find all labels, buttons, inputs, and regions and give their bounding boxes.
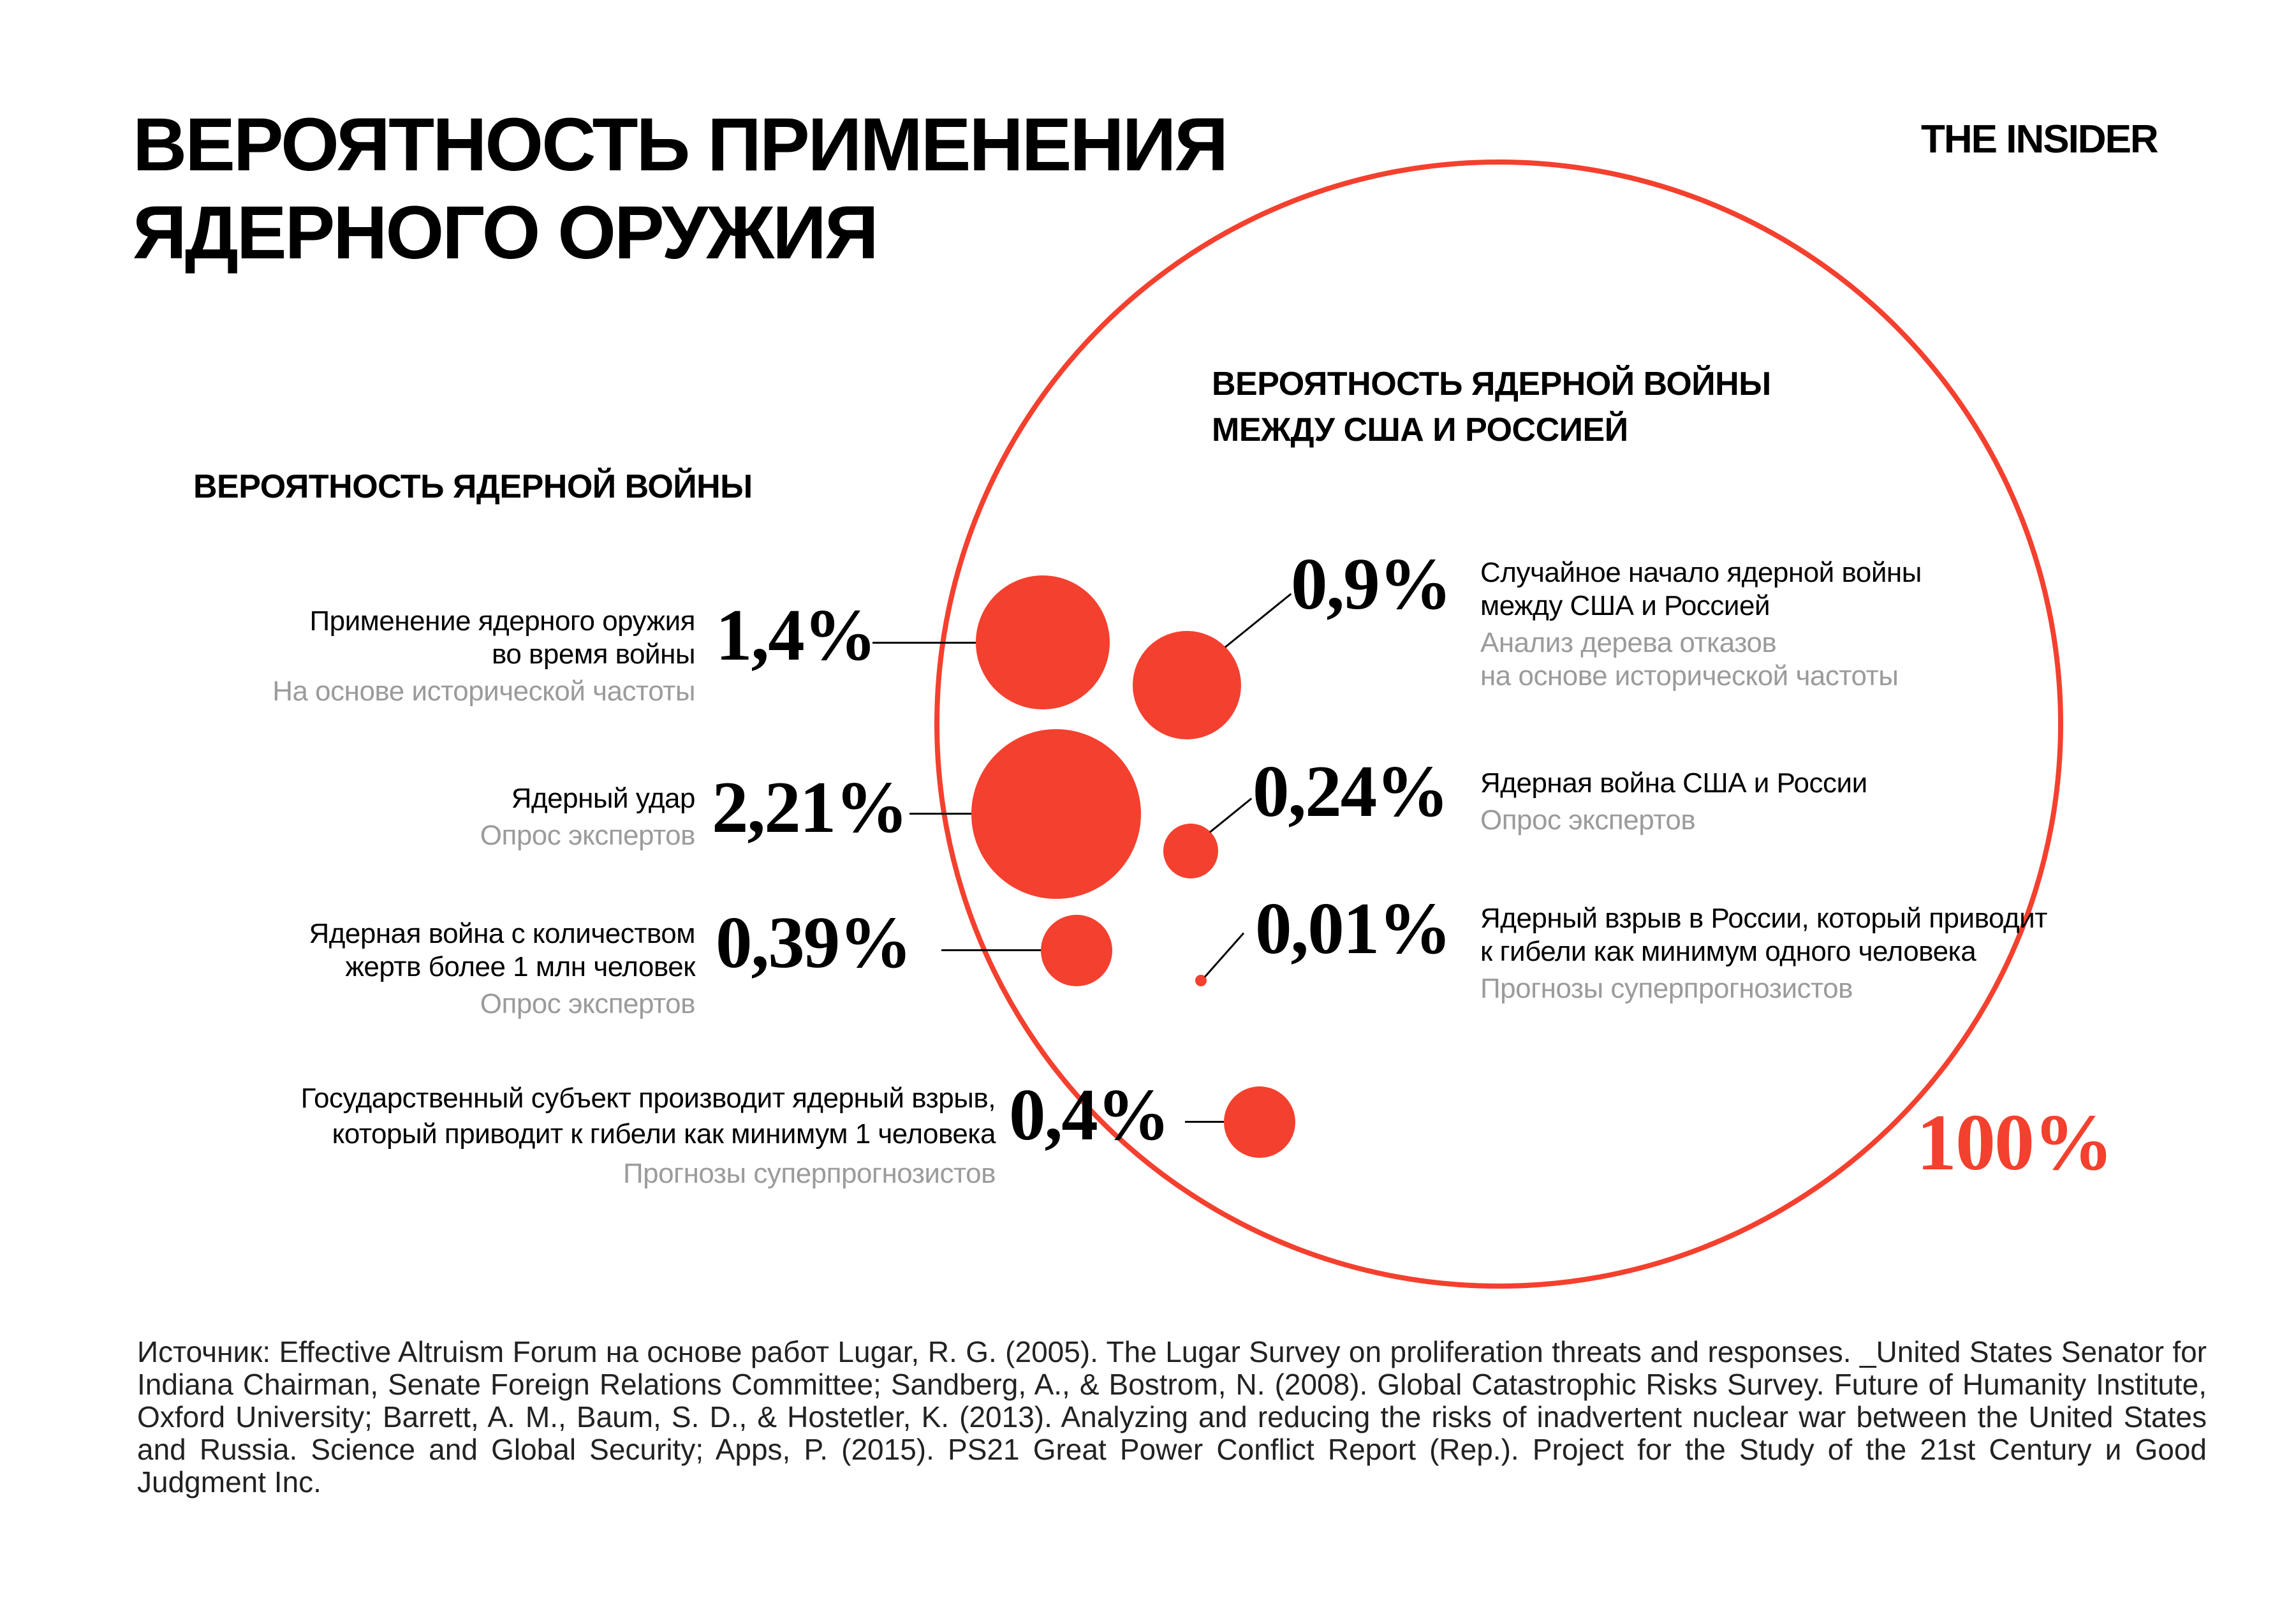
left-item-label: Ядерная война с количеством bbox=[309, 918, 695, 949]
bubble-0-01pct bbox=[1195, 975, 1207, 986]
left-item-label: который приводит к гибели как минимум 1 … bbox=[332, 1118, 996, 1150]
left-item-label: Применение ядерного оружия bbox=[309, 605, 695, 637]
bubble-1-4pct bbox=[976, 575, 1110, 709]
right-item-method: Прогнозы суперпрогнозистов bbox=[1480, 973, 1853, 1004]
bubble-2-21pct bbox=[971, 729, 1141, 899]
left-section-heading: ВЕРОЯТНОСТЬ ЯДЕРНОЙ ВОЙНЫ bbox=[193, 468, 753, 505]
bubble-0-24pct bbox=[1163, 824, 1218, 878]
right-item-label: Ядерный взрыв в России, который приводит bbox=[1480, 903, 2047, 934]
right-item-value: 0,01% bbox=[1255, 888, 1452, 969]
left-item-method: На основе исторической частоты bbox=[272, 676, 695, 707]
left-item-value: 0,4% bbox=[1009, 1074, 1170, 1155]
left-item-label: жертв более 1 млн человек bbox=[345, 951, 695, 982]
right-item-value: 0,24% bbox=[1253, 751, 1449, 832]
right-section-heading-line-2: МЕЖДУ США И РОССИЕЙ bbox=[1212, 411, 1628, 448]
left-item-method: Опрос экспертов bbox=[480, 820, 696, 851]
right-item-method: Опрос экспертов bbox=[1480, 804, 1696, 836]
left-item-method: Опрос экспертов bbox=[480, 988, 696, 1019]
leader-line-1-4pct bbox=[872, 642, 976, 644]
reference-circle-100pct bbox=[934, 159, 2063, 1289]
right-item-label: Случайное начало ядерной войны bbox=[1480, 557, 1922, 588]
left-item-war-use: Применение ядерного оружия во время войн… bbox=[272, 605, 695, 708]
right-item-label: к гибели как минимум одного человека bbox=[1480, 936, 1976, 967]
bubble-0-4pct bbox=[1224, 1086, 1295, 1158]
page-title: ВЕРОЯТНОСТЬ ПРИМЕНЕНИЯ ЯДЕРНОГО ОРУЖИЯ bbox=[133, 101, 1228, 277]
right-section-heading: ВЕРОЯТНОСТЬ ЯДЕРНОЙ ВОЙНЫ МЕЖДУ США И РО… bbox=[1212, 361, 1771, 453]
bubble-0-9pct bbox=[1133, 631, 1241, 739]
right-item-method: Анализ дерева отказов bbox=[1480, 627, 1777, 658]
bubble-0-39pct bbox=[1041, 915, 1112, 986]
total-percentage-label: 100% bbox=[1917, 1099, 2114, 1187]
left-item-nuclear-strike: Ядерный удар Опрос экспертов bbox=[480, 782, 696, 852]
left-item-method: Прогнозы суперпрогнозистов bbox=[622, 1158, 996, 1189]
right-item-label: Ядерная война США и России bbox=[1480, 767, 1867, 799]
left-item-label: Государственный субъект производит ядерн… bbox=[300, 1083, 996, 1114]
left-item-value: 1,4% bbox=[716, 595, 877, 676]
page-title-line-1: ВЕРОЯТНОСТЬ ПРИМЕНЕНИЯ bbox=[133, 103, 1228, 187]
left-item-label: во время войны bbox=[491, 639, 696, 670]
right-section-heading-line-1: ВЕРОЯТНОСТЬ ЯДЕРНОЙ ВОЙНЫ bbox=[1212, 366, 1771, 403]
left-item-value: 2,21% bbox=[712, 767, 908, 848]
left-item-1mln-casualties: Ядерная война с количеством жертв более … bbox=[309, 917, 695, 1021]
right-item-method: на основе исторической частоты bbox=[1480, 660, 1899, 692]
left-item-state-actor-explosion: Государственный субъект производит ядерн… bbox=[301, 1081, 996, 1192]
right-item-value: 0,9% bbox=[1291, 544, 1452, 625]
page-title-line-2: ЯДЕРНОГО ОРУЖИЯ bbox=[133, 191, 879, 275]
leader-line-2-21pct bbox=[909, 813, 971, 815]
left-item-value: 0,39% bbox=[716, 902, 912, 983]
logo-the-insider: THE INSIDER bbox=[1921, 117, 2159, 161]
right-item-russia-explosion: Ядерный взрыв в России, который приводит… bbox=[1480, 902, 2047, 1005]
right-item-us-russia-war: Ядерная война США и России Опрос эксперт… bbox=[1480, 767, 1867, 837]
leader-line-0-39pct bbox=[941, 949, 1041, 951]
left-item-label: Ядерный удар bbox=[511, 783, 696, 814]
source-note: Источник: Effective Altruism Forum на ос… bbox=[137, 1335, 2207, 1499]
leader-line-0-4pct bbox=[1185, 1121, 1224, 1123]
right-item-accidental-war: Случайное начало ядерной войны между США… bbox=[1480, 556, 1922, 693]
right-item-label: между США и Россией bbox=[1480, 590, 1770, 621]
